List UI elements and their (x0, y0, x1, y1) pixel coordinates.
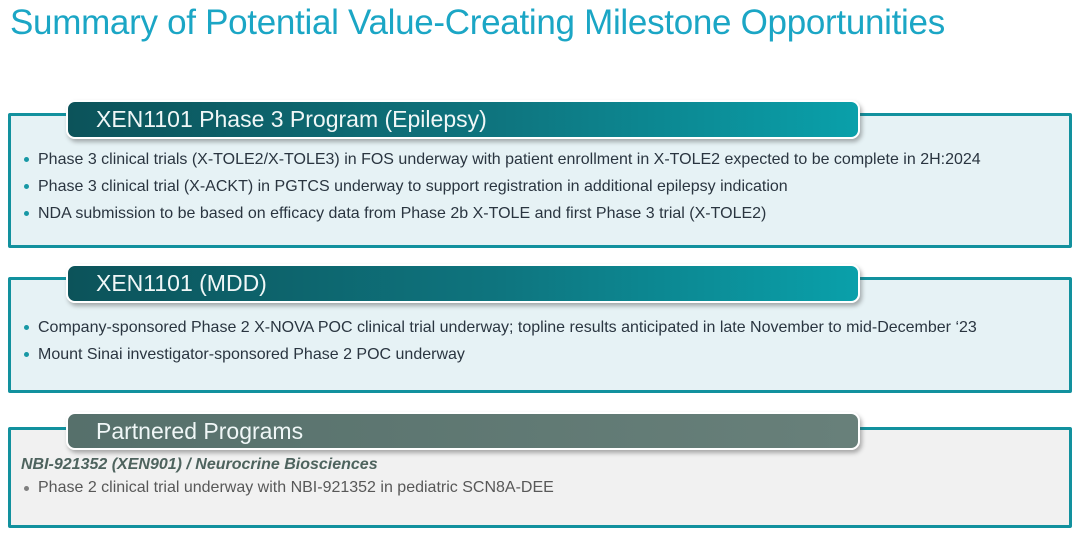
bullet-item: Phase 2 clinical trial underway with NBI… (21, 476, 1055, 500)
partner-program-heading: NBI-921352 (XEN901) / Neurocrine Bioscie… (21, 456, 378, 473)
bullet-item: Phase 3 clinical trials (X-TOLE2/X-TOLE3… (21, 146, 1055, 173)
section-mdd-bullet-list: Company-sponsored Phase 2 X-NOVA POC cli… (11, 280, 1069, 368)
section-epilepsy-bullet-list: Phase 3 clinical trials (X-TOLE2/X-TOLE3… (11, 116, 1069, 227)
section-mdd-banner-label: XEN1101 (MDD) (96, 270, 267, 296)
bullet-item: NDA submission to be based on efficacy d… (21, 200, 1055, 227)
bullet-item: Company-sponsored Phase 2 X-NOVA POC cli… (21, 314, 1055, 341)
section-partnered-banner: Partnered Programs (66, 412, 860, 450)
section-epilepsy-banner: XEN1101 Phase 3 Program (Epilepsy) (66, 100, 860, 139)
section-partnered-banner-label: Partnered Programs (96, 417, 304, 444)
section-epilepsy-banner-label: XEN1101 Phase 3 Program (Epilepsy) (96, 106, 487, 132)
page-title: Summary of Potential Value-Creating Mile… (10, 3, 945, 42)
bullet-item: Mount Sinai investigator-sponsored Phase… (21, 341, 1055, 368)
section-partnered-bullet-list: Phase 2 clinical trial underway with NBI… (11, 476, 1069, 500)
section-partnered-content: NBI-921352 (XEN901) / Neurocrine Bioscie… (11, 430, 1069, 500)
bullet-item: Phase 3 clinical trial (X-ACKT) in PGTCS… (21, 173, 1055, 200)
section-mdd-banner: XEN1101 (MDD) (66, 264, 860, 303)
